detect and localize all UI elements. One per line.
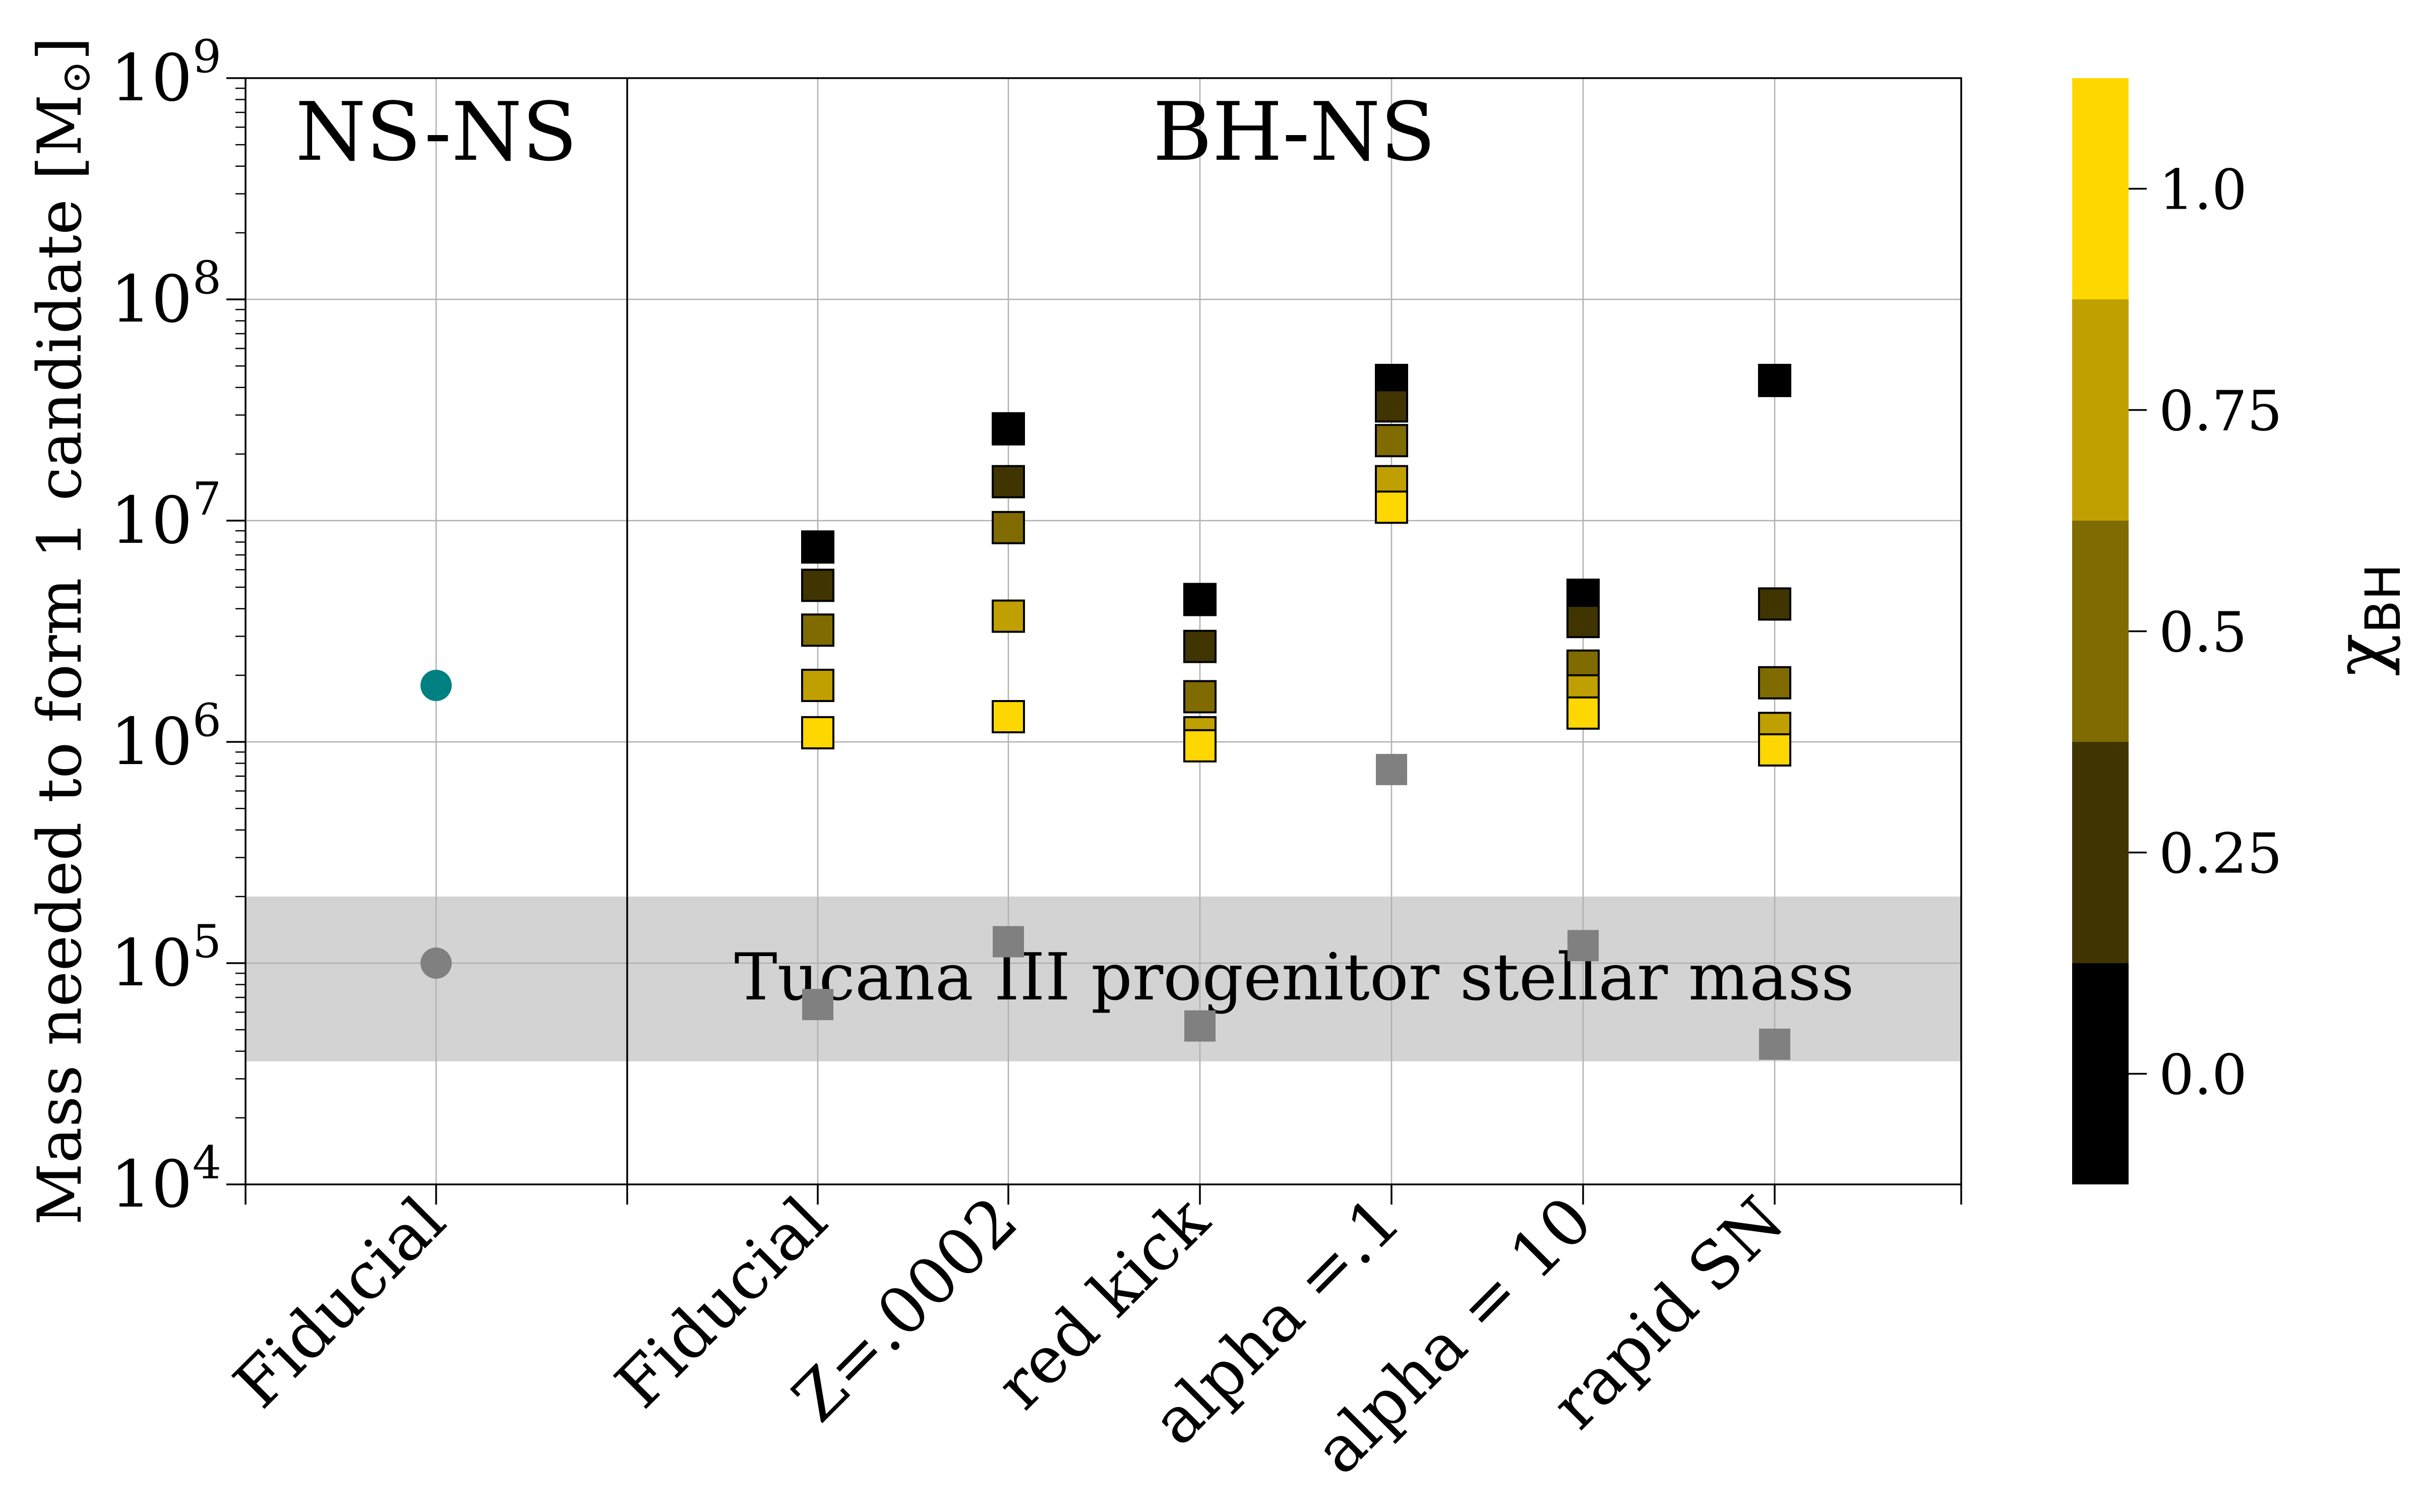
y-axis-label: Mass needed to form 1 candidate [M⊙] (25, 37, 99, 1225)
colorbar-bin (2072, 963, 2129, 1184)
x-tick-label: Fiducial (220, 1183, 460, 1423)
y-tick-label: 107 (110, 473, 221, 558)
data-point-square (992, 412, 1025, 446)
colorbar-tick-label: 1.0 (2159, 158, 2247, 222)
y-tick-label: 106 (110, 694, 221, 780)
plot-frame (245, 77, 1962, 1185)
colorbar-bin (2072, 742, 2129, 963)
data-point-square (1183, 729, 1217, 763)
frame-layer: NS-NS BH-NS (245, 77, 1962, 1185)
data-point-square (1375, 389, 1408, 423)
colorbar-bin (2072, 78, 2129, 299)
data-point-square (1375, 424, 1408, 458)
data-point-circle (420, 948, 452, 979)
panel-label: NS-NS (295, 85, 577, 179)
data-point-square (1183, 583, 1217, 616)
colorbar-tick-label: 0.75 (2159, 379, 2282, 444)
data-point-square (801, 530, 834, 564)
data-point-square (801, 613, 834, 647)
data-point-square (1375, 490, 1408, 524)
data-point-square (801, 668, 834, 702)
data-point-square (1758, 733, 1791, 767)
data-point-circle (420, 669, 452, 701)
data-point-square (801, 716, 834, 749)
data-point-square (802, 989, 833, 1021)
panel-label: BH-NS (1153, 85, 1436, 179)
band-label: Tucana III progenitor stellar mass (734, 940, 1854, 1015)
data-point-square (1183, 629, 1217, 663)
data-point-square (992, 700, 1025, 733)
data-point-square (1758, 587, 1791, 621)
data-point-square (1758, 666, 1791, 700)
data-point-square (801, 569, 834, 602)
data-point-square (1759, 1028, 1790, 1060)
marks-layer: Tucana III progenitor stellar mass (420, 363, 1854, 1060)
colorbar-label: χBH (2320, 564, 2411, 676)
data-point-square (1183, 680, 1217, 714)
y-tick-label: 108 (110, 251, 221, 337)
data-point-square (1184, 1010, 1216, 1042)
tucana-band (246, 896, 1961, 1061)
colorbar-tick-label: 0.25 (2159, 822, 2282, 886)
y-tick-label: 104 (110, 1137, 221, 1222)
data-point-square (992, 465, 1025, 498)
data-point-square (1567, 930, 1599, 962)
colorbar-tick-label: 0.0 (2159, 1043, 2247, 1107)
data-point-square (992, 599, 1025, 633)
data-point-square (993, 926, 1024, 958)
data-point-square (1566, 696, 1600, 730)
y-tick-label: 109 (110, 30, 221, 116)
colorbar-tick-label: 0.5 (2159, 600, 2247, 665)
data-point-square (1758, 363, 1791, 397)
colorbar-bin (2072, 521, 2129, 742)
y-tick-label: 105 (110, 915, 221, 1001)
colorbar-layer: 0.0 0.25 0.5 0.75 1.0 χBH (2072, 78, 2411, 1184)
data-point-square (992, 511, 1025, 544)
data-point-square (1376, 753, 1407, 785)
data-point-square (1566, 605, 1600, 639)
colorbar-bin (2072, 299, 2129, 521)
band-layer (246, 896, 1961, 1061)
